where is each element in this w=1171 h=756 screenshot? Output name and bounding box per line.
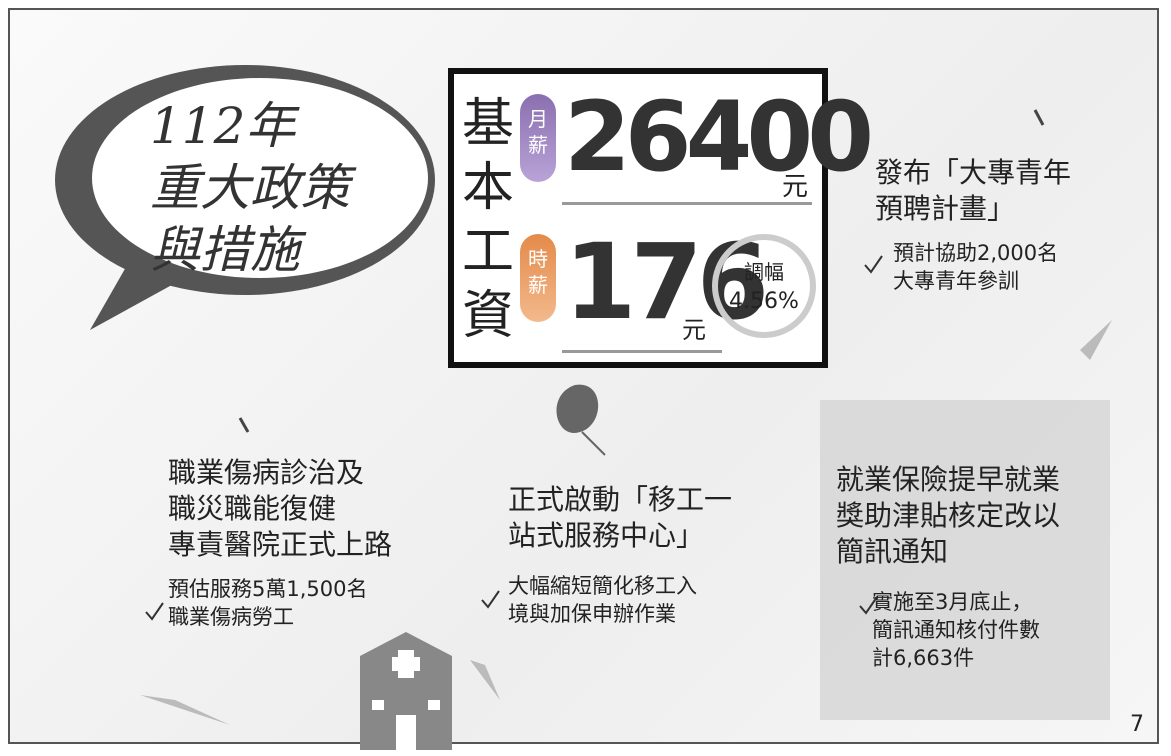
balloon [556,384,599,433]
section-heading: 簡訊通知 [836,535,949,568]
raise-value: 4.56% [729,289,799,314]
raise-circle: 調幅 4.56% [712,234,816,338]
section-point: 簡訊通知核付件數 [872,618,1040,642]
hourly-tag: 時薪 [520,234,556,322]
divider [562,202,812,205]
accent [470,660,500,700]
accent [140,695,230,725]
balloon-string [581,431,606,456]
section-point: 實施至3月底止， [872,590,1033,614]
section: 正式啟動「移工一 站式服務中心」 大幅縮短簡化移工入 境與加保申辦作業 [508,482,732,628]
title-line: 112年 [150,97,296,155]
wage-label: 基本工資 [461,94,514,346]
section-heading: 獎助津貼核定改以 [836,499,1061,532]
section-point: 職業傷病勞工 [168,605,294,629]
section-heading: 職業傷病診治及 [168,456,365,489]
accent [1033,109,1045,126]
monthly-unit: 元 [782,172,809,202]
page-number: 7 [1130,712,1144,737]
title-bubble [92,78,428,278]
section: 職業傷病診治及 職災職能復健 專責醫院正式上路 預估服務5萬1,500名 職業傷… [168,455,392,631]
accent [238,417,250,433]
section-point: 計6,663件 [872,646,975,670]
monthly-wage: 26400 [564,81,874,193]
section-heading: 正式啟動「移工一 [508,483,733,516]
section-point: 預估服務5萬1,500名 [168,577,368,601]
bubble-tail [90,260,190,330]
section-heading: 發布「大專青年 [875,156,1072,189]
monthly-tag: 月薪 [520,94,556,182]
section-point: 大專青年參訓 [893,269,1019,293]
hospital-icon [360,632,452,750]
title: 112年 重大政策 與措施 [150,95,350,281]
section-heading: 就業保險提早就業 [836,463,1061,496]
section-point: 預計協助2,000名 [893,241,1059,265]
wage-box: 基本工資 月薪 26400 元 時薪 176 元 調幅 4.56% [448,68,874,368]
section-heading: 職災職能復健 [168,492,337,525]
section: 就業保險提早就業 獎助津貼核定改以 簡訊通知 實施至3月底止， 簡訊通知核付件數… [836,462,1060,672]
section-heading: 預聘計畫」 [875,192,1016,225]
raise-label: 調幅 [744,260,784,284]
accent [1080,320,1112,360]
info-box [820,400,1110,720]
section-heading: 專責醫院正式上路 [168,528,393,561]
hourly-unit: 元 [682,316,706,344]
check-marks [145,255,883,621]
section: 發布「大專青年 預聘計畫」 預計協助2,000名 大專青年參訓 [875,155,1071,295]
title-line: 重大政策 [150,159,350,217]
section-heading: 站式服務中心」 [508,519,705,552]
section-point: 大幅縮短簡化移工入 [508,574,697,598]
section-point: 境與加保申辦作業 [508,602,676,626]
title-line: 與措施 [150,221,300,279]
divider [562,350,722,353]
